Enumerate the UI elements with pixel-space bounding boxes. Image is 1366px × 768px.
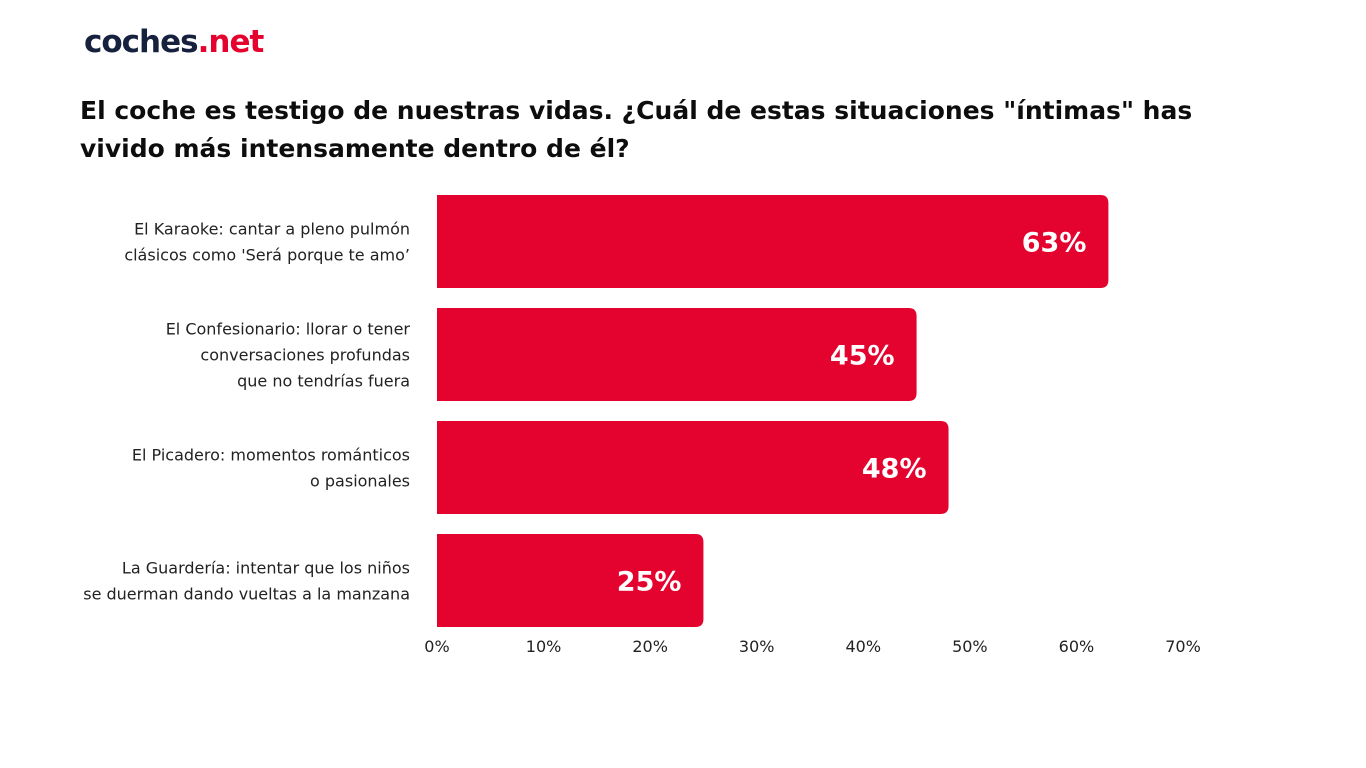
- bar-2: [437, 308, 917, 401]
- brand-logo: coches.net: [84, 22, 265, 62]
- value-label-3: 48%: [862, 454, 927, 485]
- x-tick-label-0: 0%: [424, 637, 449, 656]
- brand-name-part2: .net: [197, 24, 265, 60]
- x-tick-label-60: 60%: [1059, 637, 1095, 656]
- value-label-4: 25%: [617, 567, 682, 598]
- category-label-3: El Picadero: momentos románticos o pasion…: [132, 446, 410, 491]
- chart-title: El coche es testigo de nuestras vidas. ¿…: [80, 96, 1193, 163]
- x-tick-label-10: 10%: [526, 637, 562, 656]
- category-label-4: La Guardería: intentar que los niños se d…: [83, 559, 410, 604]
- x-tick-label-30: 30%: [739, 637, 775, 656]
- x-tick-label-20: 20%: [632, 637, 668, 656]
- x-tick-label-70: 70%: [1165, 637, 1201, 656]
- bar-4: [437, 534, 704, 627]
- x-tick-label-40: 40%: [846, 637, 882, 656]
- value-label-2: 45%: [830, 341, 895, 372]
- brand-name-part1: coches: [84, 24, 199, 60]
- x-tick-label-50: 50%: [952, 637, 988, 656]
- bar-1: [437, 195, 1109, 288]
- category-label-2: El Confesionario: llorar o tener conversa…: [166, 320, 411, 391]
- bar-3: [437, 421, 949, 514]
- value-label-1: 63%: [1022, 228, 1087, 259]
- category-label-1: El Karaoke: cantar a pleno pulmón clásico…: [124, 220, 410, 265]
